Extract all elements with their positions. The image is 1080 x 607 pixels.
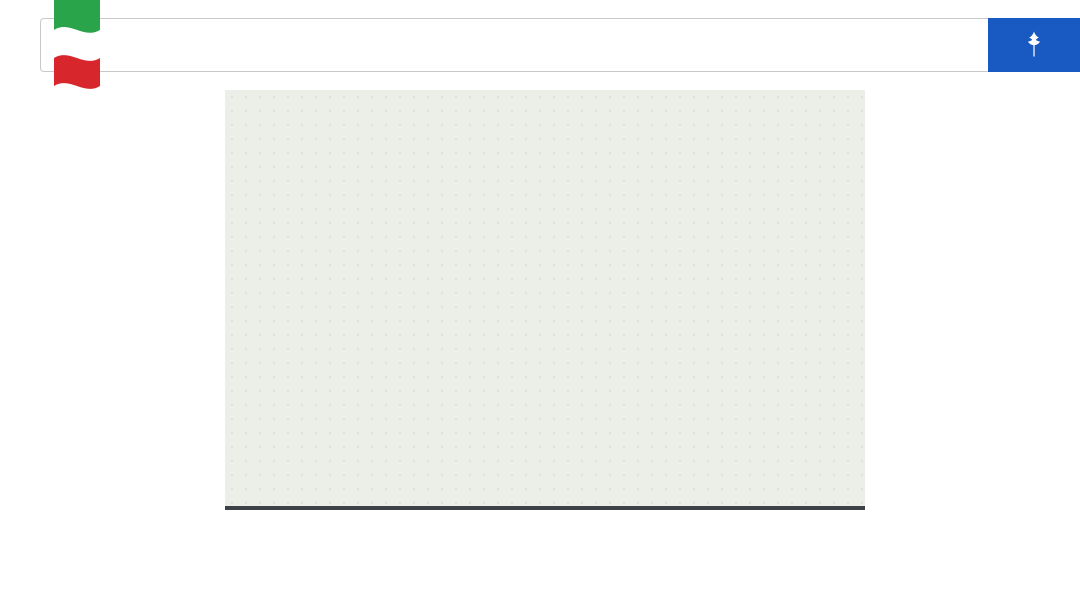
- x-axis-years: [225, 506, 865, 536]
- caption-row: [225, 540, 865, 570]
- iran-emblem-icon: [1019, 29, 1049, 59]
- page-title: [40, 18, 988, 72]
- page-header: [40, 18, 1080, 72]
- bar-group: [225, 140, 865, 510]
- revenue-bar-chart: [225, 90, 865, 570]
- ministry-logo: [988, 18, 1080, 72]
